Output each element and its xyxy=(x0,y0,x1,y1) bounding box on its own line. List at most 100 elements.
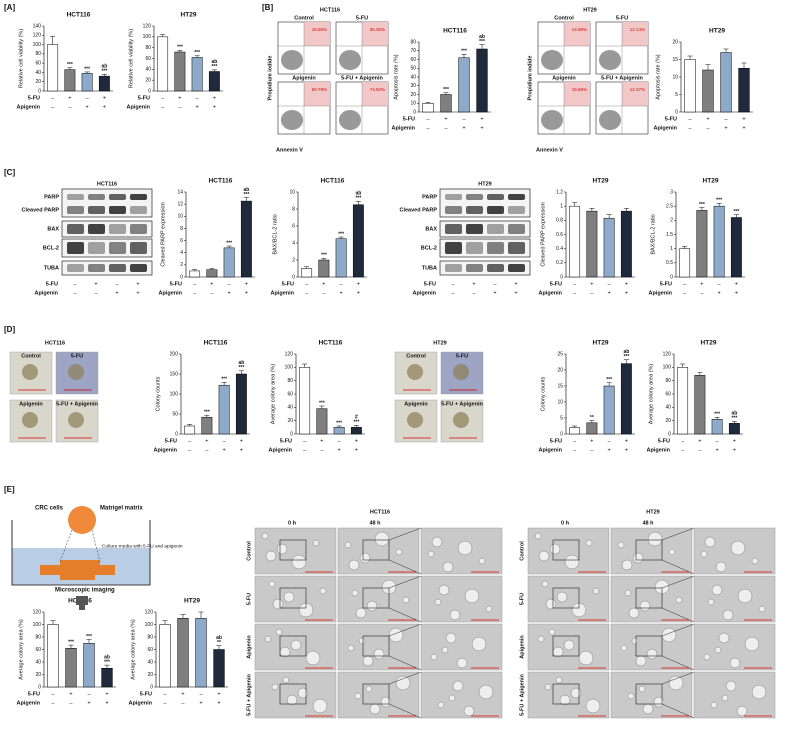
annotation: *** xyxy=(443,87,449,93)
y-tick-label: 100 xyxy=(285,365,294,371)
condition-sign: + xyxy=(86,104,89,110)
error-bar xyxy=(733,214,739,218)
error-bar xyxy=(697,372,703,376)
condition-sign: – xyxy=(608,281,612,287)
cell-blob xyxy=(463,705,475,717)
annotation: *** xyxy=(104,659,110,665)
bar xyxy=(603,385,615,435)
y-tick-label: 10 xyxy=(177,214,183,220)
cell-blob xyxy=(592,587,600,595)
condition-sign: – xyxy=(706,125,710,131)
cell-blob xyxy=(559,694,571,706)
annotation: *** xyxy=(321,253,327,259)
y-tick-label: 8 xyxy=(292,206,295,212)
condition-sign: – xyxy=(305,281,309,287)
y-tick-label: 60 xyxy=(410,57,416,63)
zoom-box xyxy=(552,539,580,561)
y-tick-label: 20 xyxy=(410,92,416,98)
y-tick-label: 70 xyxy=(410,48,416,54)
condition-name: Apigenin xyxy=(126,104,150,110)
condition-sign: + xyxy=(742,116,745,122)
cell-blob xyxy=(715,561,727,573)
error-bar xyxy=(198,611,204,619)
condition-sign: + xyxy=(228,290,231,296)
condition-sign: – xyxy=(193,281,197,287)
y-tick-label: 60 xyxy=(145,56,151,62)
cell-blob xyxy=(283,591,295,603)
condition-sign: – xyxy=(573,290,577,296)
y-tick-label: 20 xyxy=(35,79,41,85)
flow-percent: 35.30% xyxy=(370,27,385,32)
condition-name: 5-FU xyxy=(424,281,436,287)
error-bar xyxy=(479,44,485,49)
y-tick-label: 80 xyxy=(665,378,671,384)
annotation: *** xyxy=(204,410,210,416)
annotation: ab xyxy=(479,34,485,40)
condition-name: Apigenin xyxy=(646,447,670,453)
annotation: *** xyxy=(731,416,737,422)
y-tick-label: 0 xyxy=(675,109,678,115)
condition-sign: – xyxy=(178,104,182,110)
bar xyxy=(223,247,235,278)
flow-gate xyxy=(362,82,388,106)
colony xyxy=(68,412,84,428)
zoom-box xyxy=(362,683,390,705)
condition-sign: – xyxy=(68,104,72,110)
band-label: BCL-2 xyxy=(43,245,59,251)
zoom-box xyxy=(552,683,580,705)
cell-blob xyxy=(430,653,438,661)
y-tick-label: 100 xyxy=(145,622,154,628)
band xyxy=(508,206,525,214)
zoom-lines xyxy=(661,575,695,623)
zoom-lines xyxy=(388,527,422,575)
y-axis-label: BAX/BCL-2 ratio xyxy=(272,214,278,254)
cell-blob xyxy=(312,539,320,547)
condition-name: 5-FU xyxy=(550,281,562,287)
bar xyxy=(64,69,76,92)
y-tick-label: 60 xyxy=(287,391,293,397)
bar xyxy=(318,259,330,278)
band xyxy=(487,194,504,200)
flow-y-label: Propidium iodide xyxy=(527,56,533,101)
colony-label: Apigenin xyxy=(19,401,43,407)
condition-sign: + xyxy=(115,290,118,296)
annotation: *** xyxy=(623,354,629,360)
condition-sign: – xyxy=(86,95,90,101)
bar xyxy=(201,416,213,435)
cell-blob xyxy=(395,675,411,691)
condition-name: 5-FU xyxy=(28,95,40,101)
bar xyxy=(350,427,362,435)
condition-sign: – xyxy=(426,116,430,122)
flow-gate xyxy=(564,82,590,106)
flow-cloud xyxy=(599,50,621,70)
colony xyxy=(407,364,423,380)
colony xyxy=(453,364,469,380)
cell-blob xyxy=(282,676,290,684)
condition-sign: + xyxy=(213,95,216,101)
condition-sign: – xyxy=(688,125,692,131)
band xyxy=(130,206,147,214)
error-bar xyxy=(606,214,612,219)
zoom-box xyxy=(362,635,390,657)
chart-title: HCT116 xyxy=(67,12,91,19)
flow-cloud xyxy=(541,110,563,130)
condition-name: 5-FU xyxy=(165,438,177,444)
annotation: *** xyxy=(101,69,107,75)
cell-blob xyxy=(710,701,718,709)
flow-gate xyxy=(622,82,648,106)
condition-sign: – xyxy=(193,290,197,296)
annotation: ** xyxy=(217,640,221,646)
band xyxy=(445,194,462,200)
condition-sign: + xyxy=(733,438,736,444)
y-tick-label: 0 xyxy=(175,431,178,437)
error-bar xyxy=(338,236,344,239)
condition-sign: + xyxy=(205,438,208,444)
cell-blob xyxy=(714,646,722,654)
blot-title: HT29 xyxy=(478,181,491,187)
condition-sign: – xyxy=(51,700,55,706)
y-tick-label: 0 xyxy=(413,109,416,115)
cell-blob xyxy=(359,552,371,564)
annotation: *** xyxy=(68,639,74,645)
timelapse-title: HT29 xyxy=(646,509,659,515)
cell-blob xyxy=(721,694,729,702)
